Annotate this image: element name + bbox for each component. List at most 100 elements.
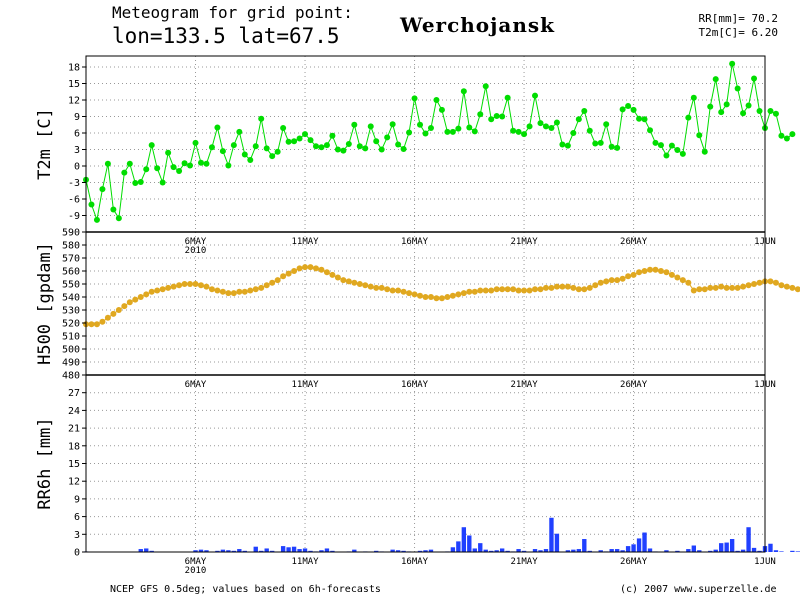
h500-point: [685, 279, 692, 286]
t2m-point: [537, 120, 544, 127]
h500-point: [302, 264, 309, 271]
t2m-point: [269, 153, 276, 160]
y-axis-title: H500 [gpdam]: [35, 242, 55, 365]
rr6h-bar: [319, 550, 324, 552]
t2m-point: [597, 139, 604, 146]
rr6h-bar: [149, 550, 154, 552]
rr6h-bar: [461, 527, 467, 552]
h500-point: [488, 287, 495, 294]
t2m-point: [767, 108, 774, 114]
y-tick-label: 500: [62, 345, 80, 356]
rr6h-bar: [516, 549, 521, 552]
x-date-label: 1JUN: [754, 557, 776, 567]
t2m-point: [417, 121, 424, 128]
rr6h-bar: [286, 547, 291, 552]
y-tick-label: 12: [68, 96, 80, 107]
h500-point: [608, 277, 615, 284]
rr6h-bar: [483, 549, 488, 552]
t2m-point: [384, 134, 391, 141]
rr6h-bar: [636, 538, 642, 552]
rr6h-bar: [554, 533, 560, 552]
h500-point: [510, 286, 517, 293]
h500-point: [99, 318, 106, 325]
h500-point: [307, 264, 314, 271]
t2m-point: [274, 148, 281, 155]
h500-point: [203, 283, 210, 290]
h500-point: [444, 294, 451, 300]
t2m-point: [745, 102, 752, 109]
frame-layer: [85, 55, 766, 553]
rr6h-bar: [220, 549, 226, 552]
h500-point: [499, 286, 506, 293]
t2m-point: [296, 135, 303, 142]
t2m-point: [406, 129, 413, 136]
x-date-label: 26MAY: [620, 237, 648, 247]
t2m-point: [345, 141, 352, 147]
h500-point: [455, 291, 462, 298]
rr6h-bar: [740, 549, 746, 552]
t2m-point: [674, 147, 681, 154]
t2m-point: [367, 123, 374, 130]
t2m-point: [99, 186, 106, 193]
h500-point: [740, 283, 747, 290]
y-tick-label: 510: [62, 332, 80, 343]
rr6h-bar: [729, 539, 735, 552]
h500-point: [351, 279, 358, 286]
rr6h-bar: [198, 549, 204, 552]
t2m-point: [422, 130, 429, 137]
t2m-point: [603, 121, 610, 128]
x-date-label: 21MAY: [511, 557, 539, 567]
rr6h-bar: [264, 548, 269, 552]
t2m-point: [707, 103, 714, 110]
x-date-label: 16MAY: [401, 557, 429, 567]
h500-point: [132, 296, 139, 303]
h500-point: [225, 290, 232, 297]
h500-point: [789, 284, 796, 291]
h500-point: [219, 288, 226, 295]
h500-point: [482, 287, 489, 294]
h500-point: [197, 282, 204, 289]
h500-point: [340, 277, 347, 284]
y-tick-label: 520: [62, 319, 80, 330]
h500-point: [236, 288, 243, 295]
t2m-point: [225, 162, 232, 169]
h500-point: [143, 291, 150, 298]
h500-point: [657, 268, 664, 274]
rr6h-bar: [253, 546, 258, 552]
h500-point: [674, 274, 681, 281]
rr6h-bar: [456, 541, 461, 552]
rr6h-bar: [724, 542, 729, 552]
h500-point: [329, 271, 336, 278]
t2m-point: [126, 160, 133, 167]
t2m-point: [132, 180, 139, 187]
x-date-label: 16MAY: [401, 380, 429, 390]
t2m-point: [389, 121, 396, 128]
h500-point: [274, 277, 281, 284]
y-axis-title: T2m [C]: [35, 108, 55, 180]
t2m-point: [312, 143, 319, 150]
h500-point: [581, 286, 588, 293]
h500-point: [148, 288, 155, 295]
t2m-point: [411, 95, 418, 102]
rr6h-bar: [423, 550, 428, 552]
rr6h-bar: [691, 545, 696, 552]
y-tick-label: 570: [62, 254, 80, 265]
h500-point: [647, 266, 654, 273]
x-date-label: 11MAY: [291, 380, 319, 390]
rr6h-bar: [215, 550, 220, 552]
t2m-point: [176, 167, 183, 174]
h500-point: [181, 281, 188, 287]
rr6h-bar: [735, 550, 740, 552]
y-tick-label: 18: [68, 63, 80, 74]
t2m-point: [630, 106, 637, 113]
h500-point: [170, 283, 177, 290]
t2m-point: [219, 148, 226, 155]
t2m-point: [570, 130, 577, 136]
t2m-point: [701, 148, 708, 155]
t2m-point: [438, 106, 445, 113]
t2m-point: [88, 201, 95, 208]
h500-point: [641, 268, 648, 274]
t2m-mean-stat: T2m[C]= 6.20: [698, 26, 778, 39]
t2m-point: [285, 138, 292, 145]
y-tick-label: 18: [68, 441, 80, 452]
